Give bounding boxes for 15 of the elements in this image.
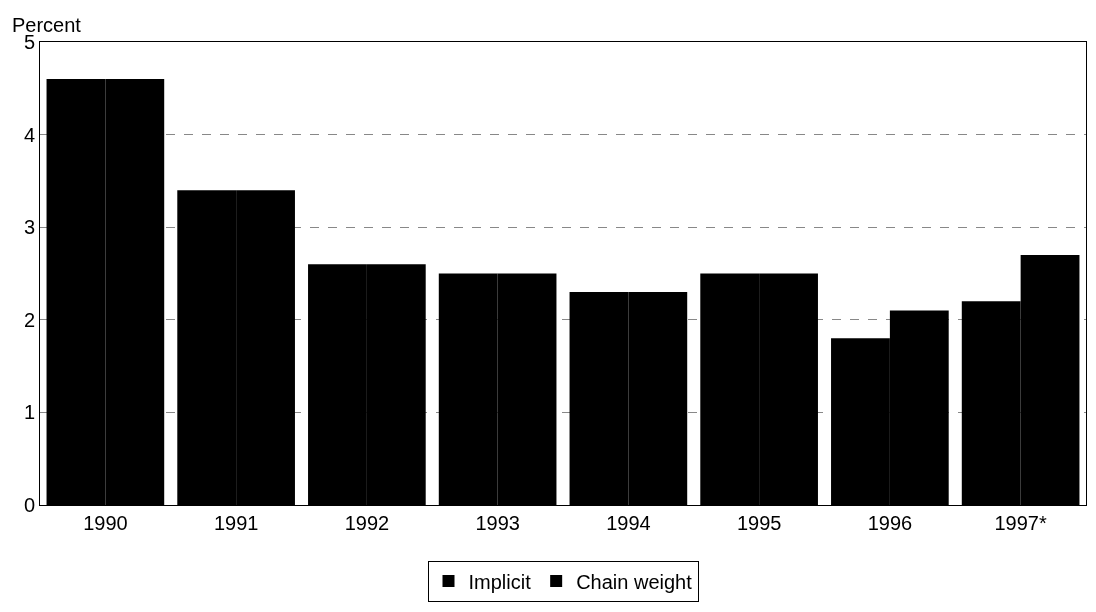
- x-tick-label: 1992: [344, 512, 390, 534]
- x-tick-label: 1996: [867, 512, 913, 534]
- legend-label: Chain weight: [576, 570, 693, 593]
- x-tick-label: 1991: [213, 512, 259, 534]
- y-tick-label: 0: [23, 494, 35, 516]
- legend-label: Implicit: [468, 570, 532, 593]
- x-tick-label: 1990: [83, 512, 128, 534]
- x-tick-label: 1994: [606, 512, 651, 534]
- y-tick-label: 3: [23, 216, 35, 239]
- x-tick-label: 1995: [736, 512, 782, 534]
- y-tick-label: 1: [23, 401, 35, 424]
- x-tick-label: 1997*: [994, 512, 1047, 534]
- y-tick-label: 2: [23, 308, 35, 331]
- x-tick-label: 1993: [475, 512, 520, 534]
- y-tick-label: 4: [23, 123, 35, 146]
